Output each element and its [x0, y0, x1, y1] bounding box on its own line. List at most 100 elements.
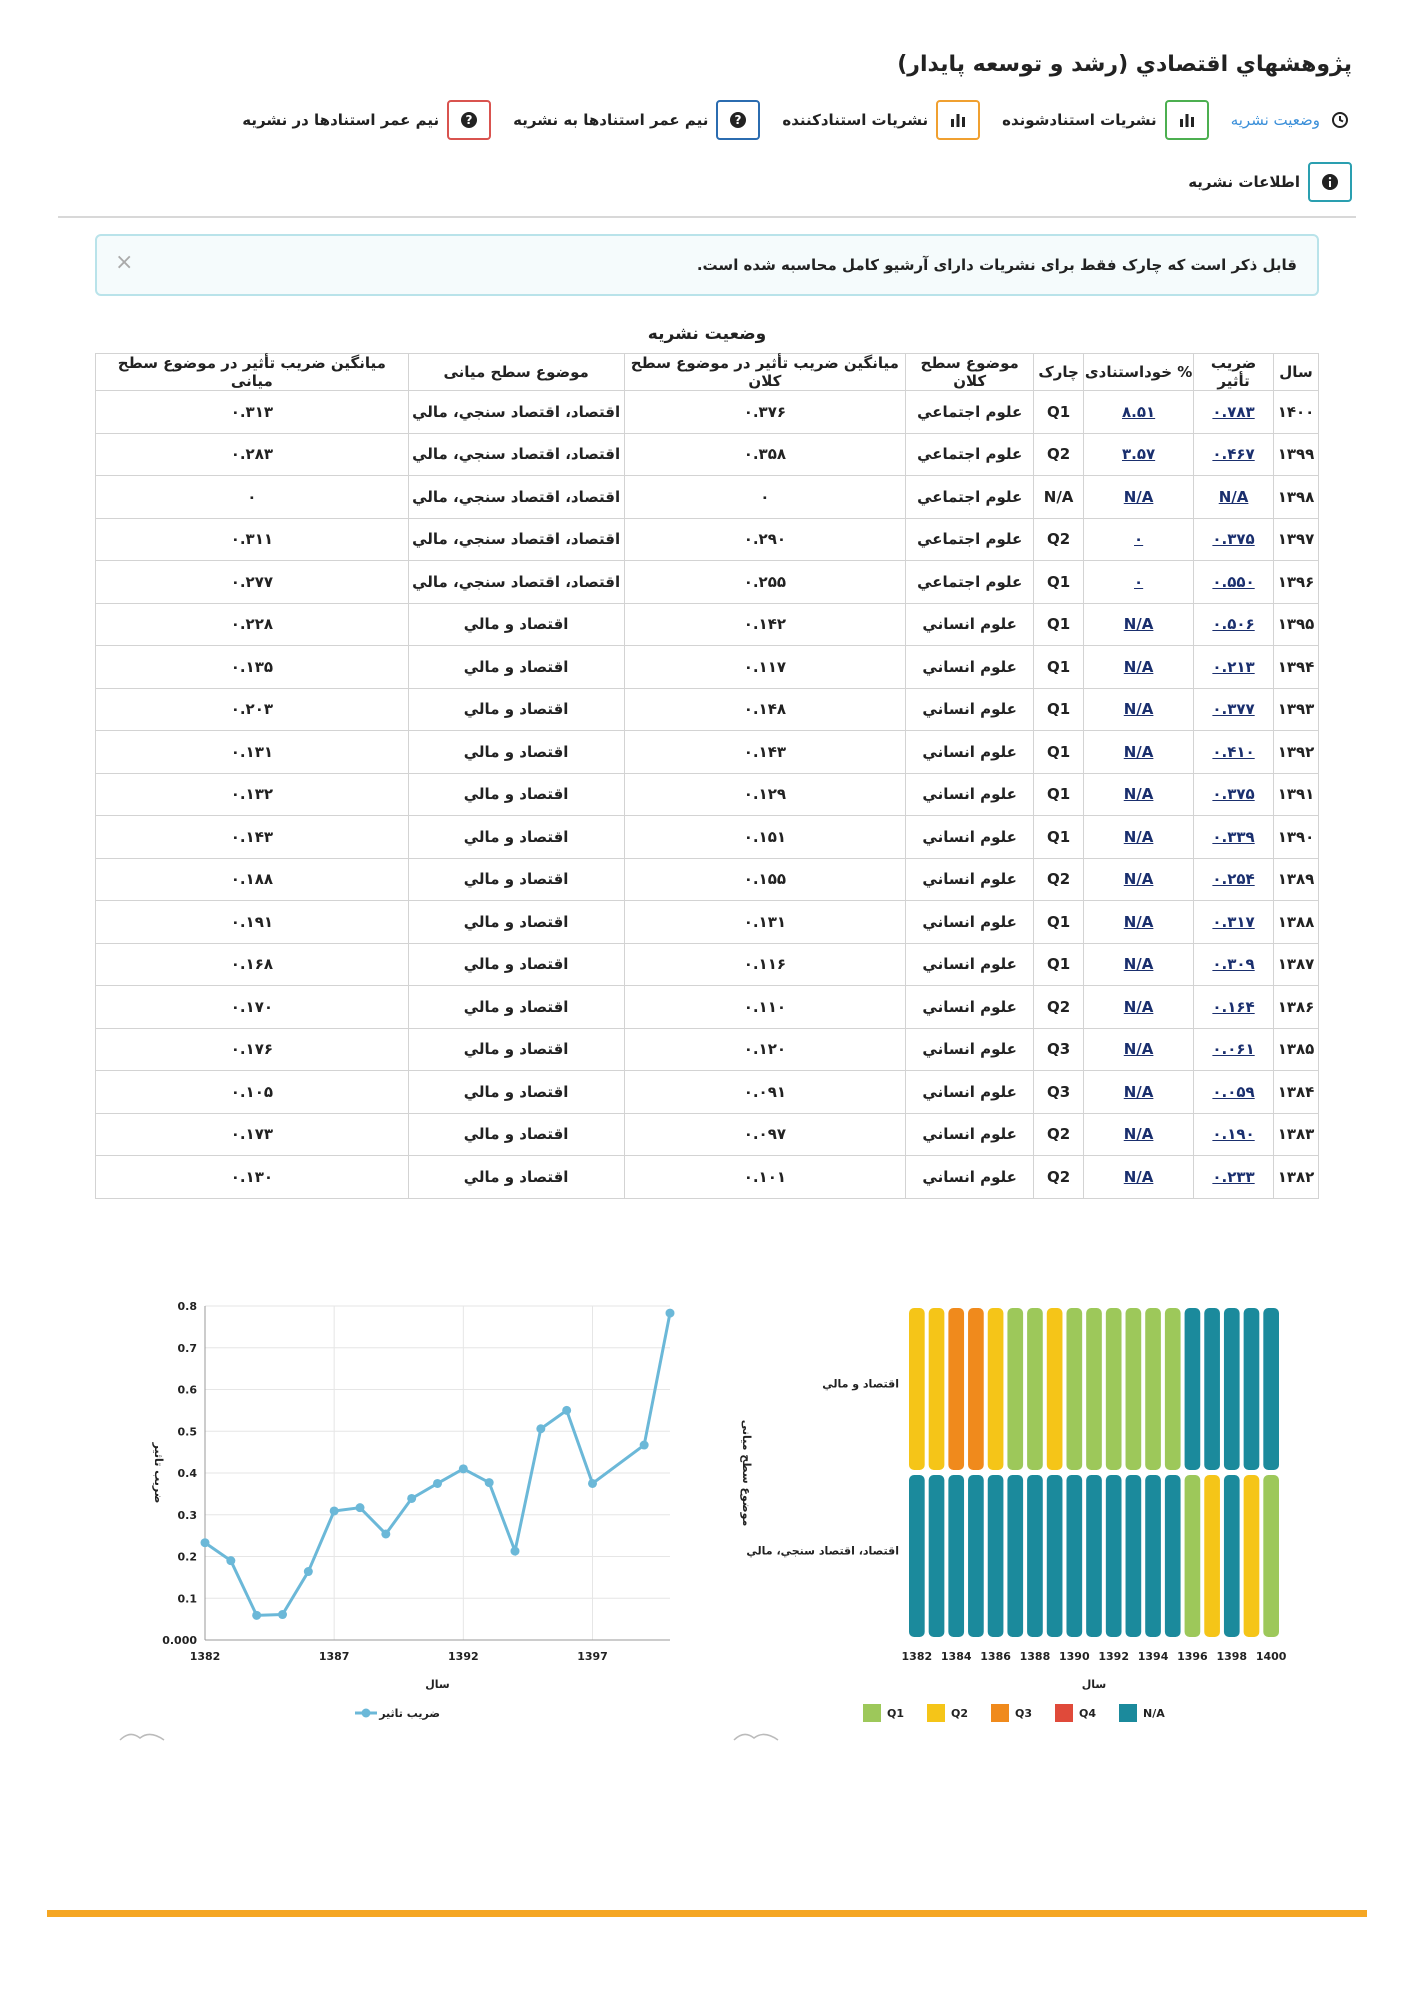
cell-meso-subject: اقتصاد، اقتصاد سنجي، مالي	[407, 432, 625, 476]
heatmap-cell	[1263, 1308, 1279, 1470]
heatmap-cell	[909, 1308, 925, 1470]
cell-quartile: Q1	[1033, 687, 1085, 731]
cell-impact-factor[interactable]: ۰.۲۱۳	[1193, 645, 1275, 689]
cell-impact-factor[interactable]: ۰.۲۵۴	[1193, 857, 1275, 901]
data-point	[433, 1478, 442, 1488]
cell-macro-avg-if: ۰.۱۴۲	[623, 602, 907, 646]
cell-quartile: Q2	[1033, 517, 1085, 561]
cell-self-citation[interactable]: N/A	[1083, 602, 1195, 646]
heatmap-cell	[987, 1475, 1004, 1637]
table-row: ۱۳۸۵ ۰.۰۶۱ N/A Q3 علوم انساني ۰.۱۲۰ اقتصاد و م…	[95, 1027, 1319, 1071]
cell-impact-factor[interactable]: ۰.۴۱۰	[1193, 730, 1275, 774]
x-tick-label: 1388	[1020, 1650, 1051, 1663]
cell-self-citation[interactable]: N/A	[1083, 687, 1195, 731]
cell-self-citation[interactable]: N/A	[1083, 475, 1195, 519]
tab-half-life-to-journal[interactable]: ? نیم عمر استنادها به نشریه	[513, 100, 761, 140]
tab-citing-journals[interactable]: نشریات استنادکننده	[782, 100, 981, 140]
legend-swatch	[927, 1704, 945, 1722]
cell-quartile: Q3	[1033, 1070, 1085, 1114]
cell-self-citation[interactable]: N/A	[1083, 857, 1195, 901]
cell-impact-factor[interactable]: ۰.۷۸۳	[1193, 390, 1275, 434]
cell-self-citation[interactable]: N/A	[1083, 645, 1195, 689]
cell-self-citation[interactable]: ۸.۵۱	[1083, 390, 1195, 434]
cell-self-citation[interactable]: N/A	[1083, 772, 1195, 816]
cell-quartile: Q1	[1033, 730, 1085, 774]
cell-self-citation[interactable]: N/A	[1083, 815, 1195, 859]
cell-quartile: Q2	[1033, 985, 1085, 1029]
cell-macro-avg-if: ۰.۱۱۷	[623, 645, 907, 689]
heatmap-cell	[1046, 1475, 1063, 1637]
cell-self-citation[interactable]: N/A	[1083, 1027, 1195, 1071]
cell-impact-factor[interactable]: ۰.۳۷۵	[1193, 517, 1275, 561]
cell-self-citation[interactable]: N/A	[1083, 942, 1195, 986]
cell-macro-avg-if: ۰.۱۱۰	[623, 985, 907, 1029]
x-tick-label: 1387	[319, 1650, 350, 1663]
series-line	[204, 1312, 672, 1617]
data-point	[458, 1464, 468, 1474]
x-axis-label: سال	[1082, 1678, 1107, 1691]
cell-self-citation[interactable]: ۰	[1083, 560, 1195, 604]
cell-year: ۱۳۸۲	[1273, 1155, 1319, 1199]
close-icon[interactable]: ×	[115, 250, 134, 275]
cell-meso-subject: اقتصاد و مالي	[407, 772, 625, 816]
cell-meso-subject: اقتصاد و مالي	[407, 815, 625, 859]
heatmap-cell	[1027, 1308, 1043, 1470]
data-point	[510, 1546, 520, 1556]
cell-macro-avg-if: ۰.۱۲۰	[623, 1027, 907, 1071]
cell-impact-factor[interactable]: ۰.۳۷۷	[1193, 687, 1275, 731]
cell-impact-factor[interactable]: ۰.۴۶۷	[1193, 432, 1275, 476]
tab-cited-journals[interactable]: نشریات استنادشونده	[1002, 100, 1209, 140]
cell-self-citation[interactable]: N/A	[1083, 1112, 1195, 1156]
legend-label: Q1	[887, 1707, 904, 1720]
cell-year: ۱۳۸۳	[1273, 1112, 1319, 1156]
cell-impact-factor[interactable]: N/A	[1193, 475, 1275, 519]
col-header-self-citation: % خوداستنادی	[1083, 353, 1195, 391]
cell-impact-factor[interactable]: ۰.۰۵۹	[1193, 1070, 1275, 1114]
cell-self-citation[interactable]: ۳.۵۷	[1083, 432, 1195, 476]
cell-macro-subject: علوم انساني	[905, 815, 1035, 859]
tab-journal-info[interactable]: اطلاعات نشریه	[1188, 162, 1352, 202]
cell-impact-factor[interactable]: ۰.۰۶۱	[1193, 1027, 1275, 1071]
table-row: ۱۴۰۰ ۰.۷۸۳ ۸.۵۱ Q1 علوم اجتماعي ۰.۳۷۶ اقتصاد، …	[95, 390, 1319, 434]
tab-label: اطلاعات نشریه	[1188, 173, 1300, 191]
cell-meso-subject: اقتصاد و مالي	[407, 1027, 625, 1071]
cell-self-citation[interactable]: N/A	[1083, 900, 1195, 944]
cell-meso-avg-if: ۰.۱۳۰	[95, 1155, 409, 1199]
cell-macro-subject: علوم انساني	[905, 1070, 1035, 1114]
cell-self-citation[interactable]: N/A	[1083, 1070, 1195, 1114]
cell-impact-factor[interactable]: ۰.۳۱۷	[1193, 900, 1275, 944]
cell-year: ۱۳۸۹	[1273, 857, 1319, 901]
heatmap-cell	[928, 1308, 945, 1470]
cell-impact-factor[interactable]: ۰.۲۳۳	[1193, 1155, 1275, 1199]
cell-meso-avg-if: ۰	[95, 475, 409, 519]
cell-self-citation[interactable]: N/A	[1083, 985, 1195, 1029]
cell-meso-avg-if: ۰.۱۴۳	[95, 815, 409, 859]
cell-macro-subject: علوم انساني	[905, 1112, 1035, 1156]
cell-impact-factor[interactable]: ۰.۵۵۰	[1193, 560, 1275, 604]
tab-journal-status[interactable]: وضعیت نشریه	[1231, 108, 1352, 132]
cell-meso-avg-if: ۰.۱۷۶	[95, 1027, 409, 1071]
cell-self-citation[interactable]: N/A	[1083, 1155, 1195, 1199]
cell-meso-subject: اقتصاد و مالي	[407, 1112, 625, 1156]
cell-impact-factor[interactable]: ۰.۵۰۶	[1193, 602, 1275, 646]
heatmap-cell	[1007, 1308, 1024, 1470]
table-row: ۱۳۹۵ ۰.۵۰۶ N/A Q1 علوم انساني ۰.۱۴۲ اقتصاد و م…	[95, 602, 1319, 646]
cell-impact-factor[interactable]: ۰.۱۶۴	[1193, 985, 1275, 1029]
heatmap-cell	[1145, 1308, 1161, 1470]
cell-self-citation[interactable]: ۰	[1083, 517, 1195, 561]
cell-impact-factor[interactable]: ۰.۱۹۰	[1193, 1112, 1275, 1156]
tab-half-life-in-journal[interactable]: ? نیم عمر استنادها در نشریه	[242, 100, 492, 140]
data-point	[536, 1424, 546, 1434]
cell-impact-factor[interactable]: ۰.۳۳۹	[1193, 815, 1275, 859]
cell-macro-subject: علوم انساني	[905, 1155, 1035, 1199]
cell-impact-factor[interactable]: ۰.۳۷۵	[1193, 772, 1275, 816]
data-point	[355, 1503, 365, 1513]
table-row: ۱۳۹۴ ۰.۲۱۳ N/A Q1 علوم انساني ۰.۱۱۷ اقتصاد و م…	[95, 645, 1319, 689]
cell-macro-avg-if: ۰.۱۱۶	[623, 942, 907, 986]
data-point	[665, 1308, 675, 1318]
cell-impact-factor[interactable]: ۰.۳۰۹	[1193, 942, 1275, 986]
table-row: ۱۳۸۷ ۰.۳۰۹ N/A Q1 علوم انساني ۰.۱۱۶ اقتصاد و م…	[95, 942, 1319, 986]
tab-bar: وضعیت نشریه نشریات استنادشونده نشریات اس…	[200, 96, 1352, 144]
cell-macro-avg-if: ۰.۳۷۶	[623, 390, 907, 434]
cell-self-citation[interactable]: N/A	[1083, 730, 1195, 774]
